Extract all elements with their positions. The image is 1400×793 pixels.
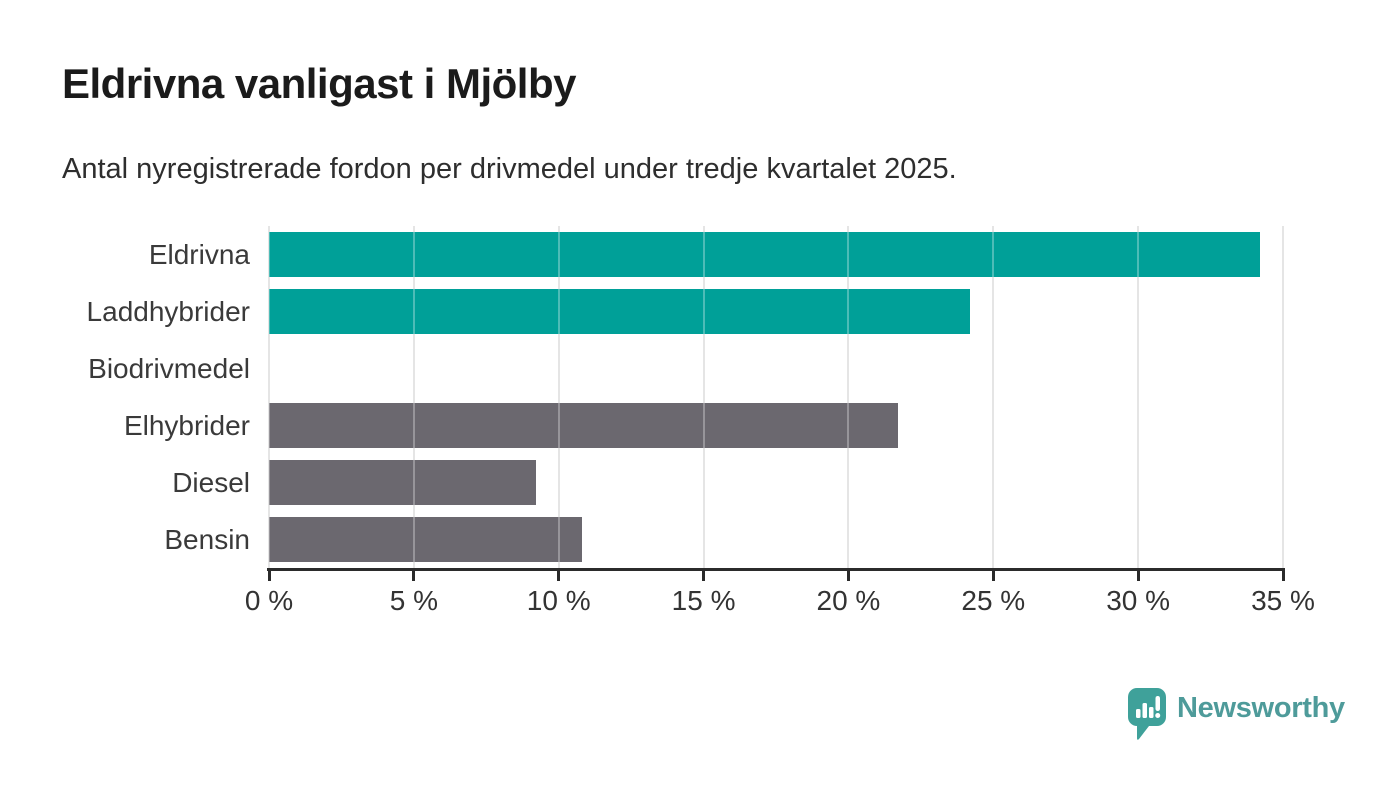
gridline (1282, 226, 1284, 568)
category-label: Biodrivmedel (88, 353, 250, 384)
bar (269, 232, 1260, 277)
x-axis-line (267, 568, 1285, 571)
x-axis-tick (267, 571, 271, 581)
bar-row (269, 454, 1283, 511)
x-axis-tick-label: 5 % (389, 585, 438, 616)
bar-row (269, 511, 1283, 568)
gridline (557, 226, 560, 568)
category-label: Eldrivna (148, 239, 250, 270)
gridline (412, 226, 415, 568)
gridline (992, 226, 995, 568)
brand-name: Newsworthy (1177, 692, 1345, 724)
x-axis-tick (1281, 571, 1285, 581)
bar-row (269, 340, 1283, 397)
x-axis-tick-label: 10 % (526, 585, 591, 616)
x-axis-tick (557, 571, 561, 581)
x-axis-tick-label: 20 % (816, 585, 881, 616)
x-axis-tick-label: 15 % (671, 585, 736, 616)
gridline (268, 226, 270, 568)
newsworthy-logo: Newsworthy (1128, 688, 1345, 740)
bar (269, 403, 898, 448)
x-axis-tick (1136, 571, 1140, 581)
chart-title: Eldrivna vanligast i Mjölby (62, 60, 576, 107)
bar (269, 460, 536, 505)
bar-row (269, 226, 1283, 283)
gridline (1137, 226, 1140, 568)
chart-subtitle: Antal nyregistrerade fordon per drivmede… (62, 153, 957, 185)
bar (269, 517, 582, 562)
bar-row (269, 283, 1283, 340)
x-axis-tick-label: 25 % (961, 585, 1026, 616)
bar-row (269, 397, 1283, 454)
x-axis-tick (991, 571, 995, 581)
category-label: Bensin (164, 524, 250, 555)
bar (269, 289, 971, 334)
x-axis-tick (846, 571, 850, 581)
x-axis-tick-label: 0 % (244, 585, 294, 616)
x-axis-tick (412, 571, 416, 581)
y-axis-labels: Eldrivna Laddhybrider Biodrivmedel Elhybrid… (0, 226, 250, 568)
gridline (847, 226, 850, 568)
x-axis-tick-label: 30 % (1106, 585, 1171, 616)
plot-area (268, 226, 1284, 568)
newsworthy-logo-icon (1128, 688, 1166, 740)
x-axis-tick-label: 35 % (1251, 585, 1315, 616)
category-label: Diesel (172, 467, 250, 498)
gridline (702, 226, 705, 568)
x-axis-tick (702, 571, 706, 581)
category-label: Laddhybrider (86, 296, 250, 327)
category-label: Elhybrider (123, 410, 250, 441)
x-axis: 0 % 5 % 10 % 15 % 20 % 25 % 30 % 35 % (245, 571, 1315, 617)
